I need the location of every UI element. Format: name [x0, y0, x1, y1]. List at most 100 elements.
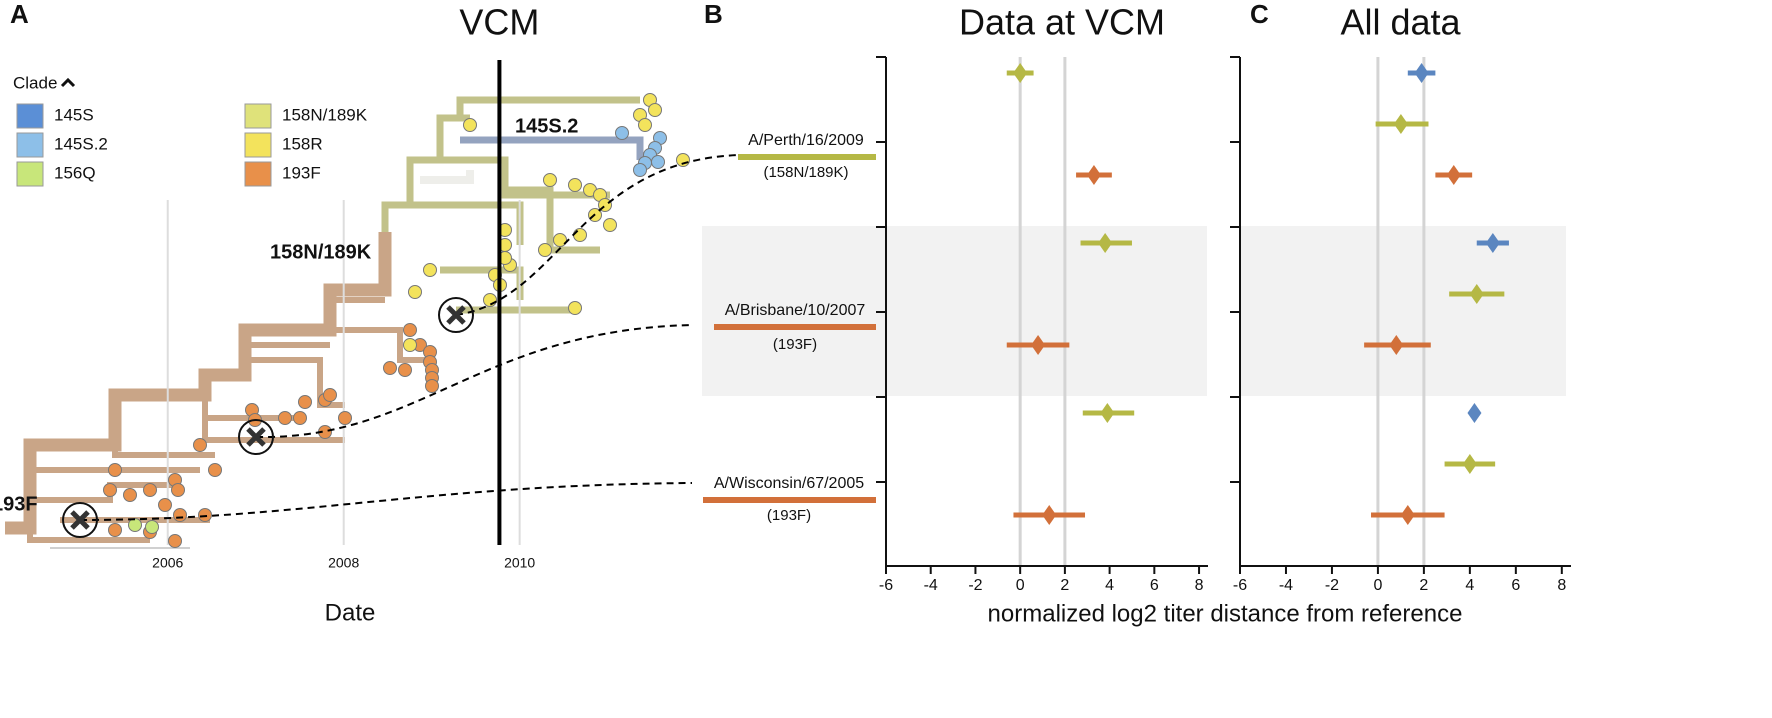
x-tick-label: 2 — [1060, 577, 1069, 594]
legend-label: 145S.2 — [54, 134, 108, 153]
legend-swatch — [244, 132, 272, 158]
tip — [383, 361, 397, 375]
strain-name: A/Wisconsin/67/2005 — [714, 475, 864, 492]
tip — [103, 483, 117, 497]
clade-label: 193F — [0, 493, 38, 515]
ancestor-marker — [446, 305, 466, 325]
tree: 2008 2006 A — [5, 0, 690, 571]
point — [1042, 505, 1057, 525]
tip — [293, 411, 307, 425]
tip — [425, 379, 439, 393]
tip — [553, 233, 567, 247]
tip — [145, 520, 159, 534]
point — [1400, 505, 1415, 525]
tip — [208, 463, 222, 477]
point — [1086, 165, 1101, 185]
x-tick-label: -2 — [968, 577, 982, 594]
point — [1462, 454, 1477, 474]
strain-name: A/Brisbane/10/2007 — [725, 302, 866, 319]
legend-label: 156Q — [54, 163, 96, 182]
connector — [455, 154, 741, 316]
tip — [568, 178, 582, 192]
ancestor-marker — [246, 427, 266, 447]
legend-label: 158N/189K — [282, 105, 368, 124]
x-tick-label: 6 — [1150, 577, 1159, 594]
highlight-band — [1240, 226, 1566, 396]
tip — [193, 438, 207, 452]
clade-label: 145S.2 — [515, 115, 578, 137]
tip — [158, 498, 172, 512]
legend-swatch — [16, 132, 44, 158]
tip — [568, 301, 582, 315]
point — [1389, 335, 1404, 355]
point — [1100, 403, 1115, 423]
tip — [408, 285, 422, 299]
tip — [143, 483, 157, 497]
x-tick-label: 0 — [1373, 577, 1382, 594]
point — [1469, 284, 1484, 304]
tip — [615, 126, 629, 140]
legend-label: 158R — [282, 134, 323, 153]
panel-title: All data — [1340, 2, 1461, 43]
legend-swatch — [244, 161, 272, 187]
tip — [403, 323, 417, 337]
point — [1414, 63, 1429, 83]
point — [1393, 114, 1408, 134]
x-tick-label: 2006 — [152, 555, 183, 571]
vcm-label: VCM — [459, 2, 539, 43]
tip — [403, 338, 417, 352]
point — [1467, 403, 1482, 423]
x-tick-label: 4 — [1105, 577, 1114, 594]
panel-label: A — [10, 0, 29, 29]
x-axis-label: normalized log2 titer distance from refe… — [988, 600, 1463, 627]
trunk — [5, 232, 392, 535]
tip — [423, 263, 437, 277]
legend-title: Clade — [13, 73, 57, 92]
tip — [128, 518, 142, 532]
x-axis-label: Date — [325, 599, 376, 626]
x-tick-label: 6 — [1511, 577, 1520, 594]
tip — [108, 463, 122, 477]
legend-label: 145S — [54, 105, 94, 124]
legend-swatch — [244, 103, 272, 129]
legend-swatch — [16, 103, 44, 129]
x-tick-label: -6 — [1233, 577, 1247, 594]
legend-label: 193F — [282, 163, 321, 182]
connector — [79, 482, 693, 521]
x-tick-label: 8 — [1557, 577, 1566, 594]
ancestor-marker — [70, 510, 90, 530]
tip — [638, 118, 652, 132]
x-tick-label: -2 — [1325, 577, 1339, 594]
tip — [323, 388, 337, 402]
tip — [648, 103, 662, 117]
strain-clade: (158N/189K) — [763, 164, 848, 181]
x-tick-label: 8 — [1195, 577, 1204, 594]
strain-name: A/Perth/16/2009 — [748, 132, 864, 149]
clade-label: 158N/189K — [270, 241, 372, 263]
tip — [108, 523, 122, 537]
tip — [538, 243, 552, 257]
x-tick-label: 2008 — [328, 555, 359, 571]
strain-clade: (193F) — [767, 507, 811, 524]
collapse-caret[interactable] — [60, 77, 76, 88]
tip — [168, 534, 182, 548]
tip — [338, 411, 352, 425]
highlight-band — [702, 226, 1207, 396]
point — [1013, 63, 1028, 83]
tip — [543, 173, 557, 187]
tip — [651, 155, 665, 169]
point — [1446, 165, 1461, 185]
ancestor-marker — [238, 419, 274, 455]
branch — [460, 136, 644, 160]
tip — [633, 163, 647, 177]
legend-swatch — [16, 161, 44, 187]
tip — [173, 508, 187, 522]
x-tick-label: -4 — [1279, 577, 1293, 594]
panel-label: C — [1250, 0, 1269, 29]
x-tick-label: 4 — [1465, 577, 1474, 594]
panel-title: Data at VCM — [959, 2, 1165, 43]
x-tick-label: -6 — [879, 577, 893, 594]
point — [1485, 233, 1500, 253]
tip — [123, 488, 137, 502]
